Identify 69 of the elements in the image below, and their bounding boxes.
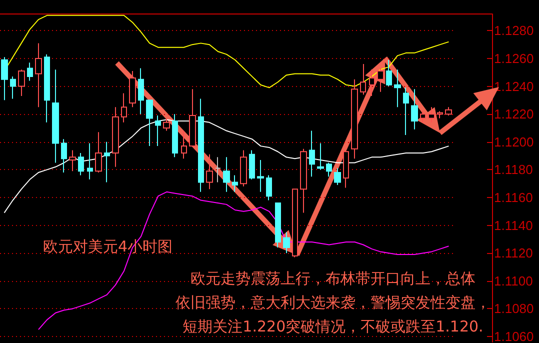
candlestick [292, 188, 298, 258]
candlestick [104, 141, 110, 183]
candlestick [138, 68, 144, 115]
candlestick [52, 69, 59, 164]
candlestick [69, 150, 76, 172]
annotation: 依旧强势，意大利大选来袭，警惕突发性变盘， [176, 294, 490, 312]
candlestick [300, 148, 307, 214]
y-tick-label: 1.1160 [494, 190, 533, 205]
y-tick-label: 1.1260 [494, 50, 534, 66]
y-tick-label: 1.1120 [494, 246, 533, 261]
candlestick [78, 152, 84, 176]
candlestick [121, 92, 127, 123]
y-tick-label: 1.1080 [494, 301, 534, 316]
candlestick [317, 142, 324, 170]
y-tick-label: 1.1220 [494, 106, 534, 122]
y-tick-label: 1.1060 [494, 329, 534, 343]
candlestick [172, 114, 178, 158]
candlestick [35, 42, 42, 108]
candlestick [445, 106, 452, 116]
candlestick [360, 64, 366, 96]
candlestick [240, 150, 247, 187]
candlestick [112, 106, 119, 168]
candlestick [249, 150, 255, 180]
candlestick [146, 100, 153, 147]
candlestick [27, 62, 33, 82]
candlestick [129, 70, 136, 108]
candlestick [275, 202, 281, 248]
annotation: 欧元走势震荡上行，布林带开口向上，总体 [190, 270, 476, 288]
annotation: 短期关注1.220突破情况，不破或跌至1.120. [182, 318, 484, 336]
candlestick [334, 168, 341, 186]
candlestick [181, 130, 187, 160]
candlestick [87, 142, 93, 180]
candlestick [163, 118, 170, 132]
candlestick [283, 232, 290, 254]
candlestick [1, 56, 8, 101]
candlestick [411, 88, 418, 130]
candlestick [155, 114, 161, 147]
candlestick [215, 156, 221, 183]
y-tick-label: 1.1180 [494, 162, 533, 178]
candlestick [386, 59, 392, 87]
candlestick [232, 174, 238, 192]
candlestick [369, 69, 375, 97]
candlestick [223, 156, 230, 192]
candlestick [10, 76, 16, 100]
candlestick [198, 98, 204, 192]
y-tick-label: 1.1140 [494, 218, 533, 233]
candlestick [266, 174, 272, 201]
candlestick [326, 162, 332, 178]
y-tick-label: 1.1100 [494, 273, 533, 288]
candlestick [206, 154, 213, 190]
y-tick-label: 1.1200 [494, 134, 534, 150]
candlestick [257, 159, 264, 192]
candlestick [437, 110, 443, 119]
line-series [4, 119, 450, 214]
candlestick [428, 106, 435, 123]
candlestick [309, 130, 315, 178]
candlestick [420, 110, 426, 123]
candlestick [95, 132, 102, 173]
candlestick [403, 87, 409, 136]
candlestick [377, 68, 384, 92]
candlestick [61, 138, 67, 173]
candlestick [44, 54, 50, 123]
candlestick [351, 78, 358, 160]
y-tick-label: 1.1280 [494, 23, 534, 38]
candlestick [18, 69, 25, 97]
candlestick [189, 88, 196, 147]
candlestick [394, 69, 401, 108]
y-tick-label: 1.1240 [494, 78, 534, 94]
candlestick [343, 151, 349, 188]
